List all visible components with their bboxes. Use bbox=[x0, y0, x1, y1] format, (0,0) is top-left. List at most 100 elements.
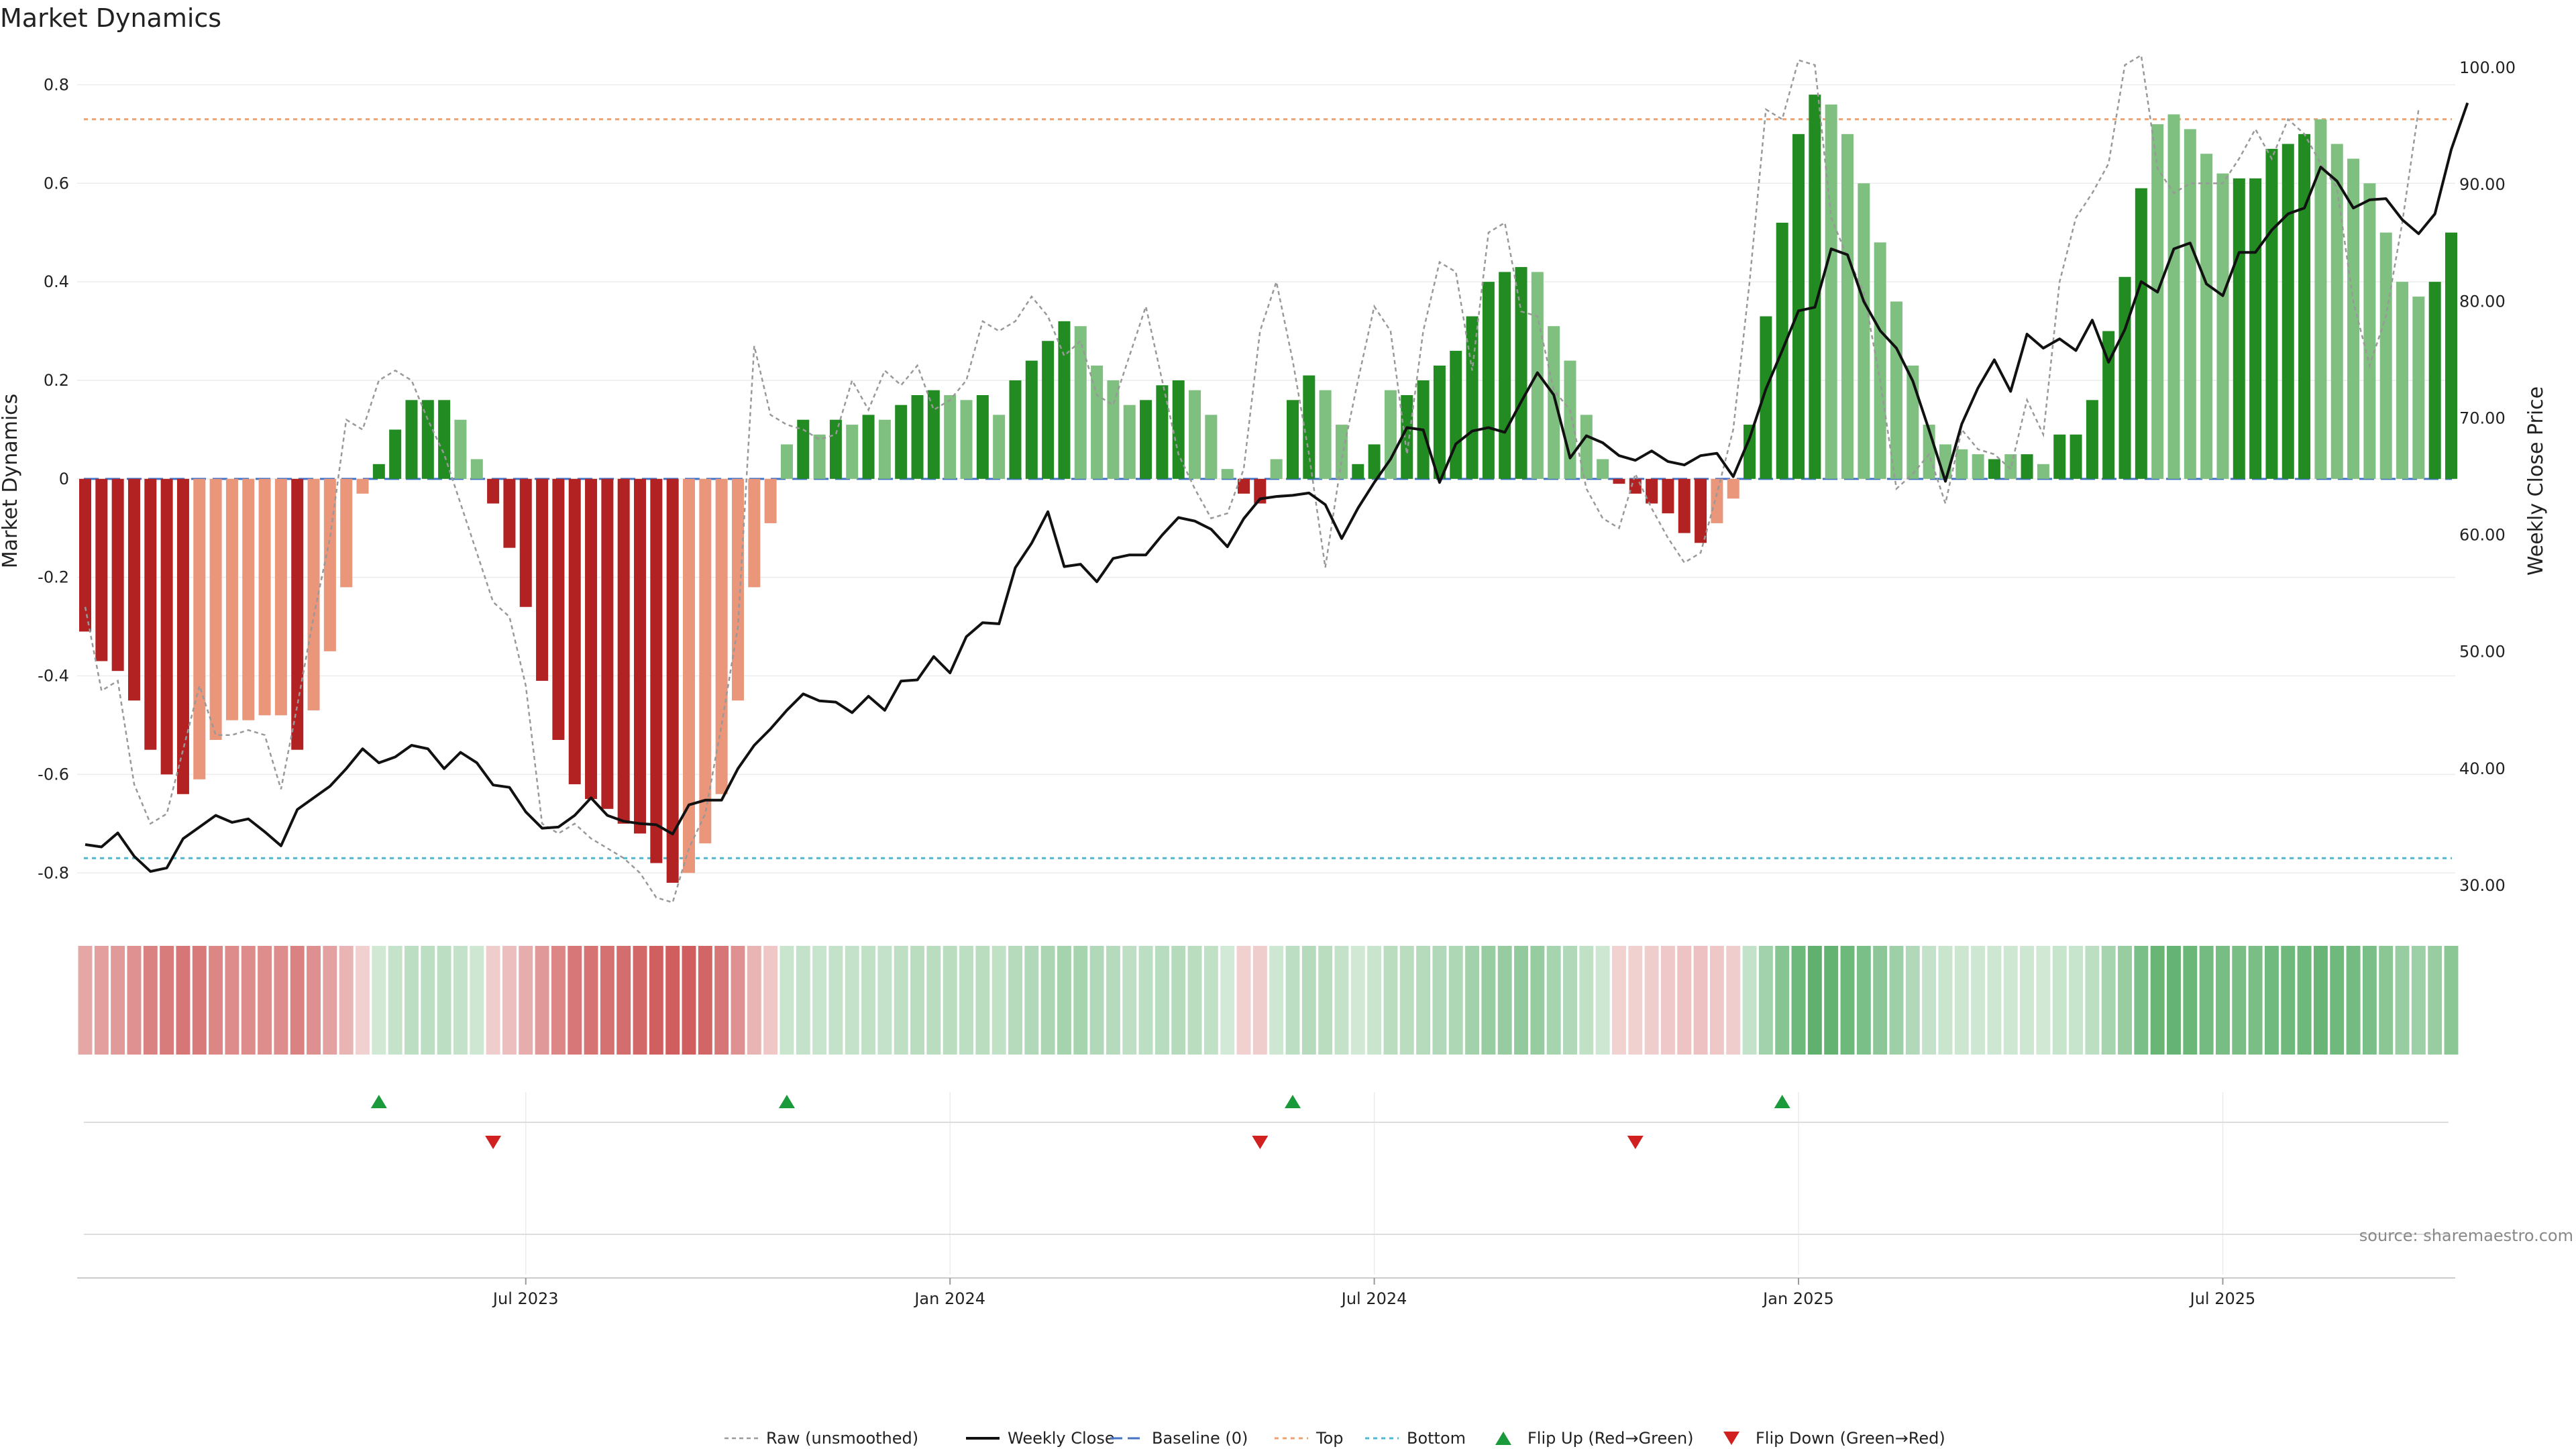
heat-cell bbox=[1791, 946, 1806, 1055]
momentum-bar bbox=[1695, 478, 1707, 543]
momentum-bar bbox=[438, 400, 451, 479]
legend: Raw (unsmoothed) Weekly Close Baseline (0)… bbox=[724, 1429, 1945, 1448]
heat-cell bbox=[486, 946, 500, 1055]
heat-cell bbox=[2248, 946, 2263, 1055]
y-tick-label: -0.4 bbox=[38, 667, 69, 686]
momentum-bar bbox=[470, 459, 483, 479]
momentum-bar bbox=[2347, 158, 2360, 479]
heat-cell bbox=[1807, 946, 1822, 1055]
heat-cell bbox=[1954, 946, 1969, 1055]
momentum-bar bbox=[1874, 242, 1886, 479]
momentum-bar bbox=[2200, 154, 2213, 479]
momentum-bar bbox=[1629, 478, 1642, 494]
momentum-bar bbox=[405, 400, 418, 479]
momentum-bar bbox=[1515, 267, 1527, 479]
heat-cell bbox=[714, 946, 729, 1055]
momentum-bar bbox=[1597, 459, 1609, 479]
momentum-bar bbox=[372, 464, 385, 479]
y2-tick-label: 60.00 bbox=[2459, 526, 2506, 545]
momentum-bar bbox=[1662, 478, 1674, 514]
heat-cell bbox=[225, 946, 239, 1055]
momentum-bar bbox=[1335, 425, 1348, 479]
momentum-bar bbox=[715, 478, 728, 794]
raw-unsmoothed-line bbox=[84, 54, 2420, 904]
heat-cell bbox=[780, 946, 794, 1055]
heat-cell bbox=[2264, 946, 2279, 1055]
heat-cell bbox=[1873, 946, 1888, 1055]
momentum-bar bbox=[1205, 415, 1218, 479]
heat-cell bbox=[1106, 946, 1120, 1055]
y-tick-label: -0.2 bbox=[38, 568, 69, 587]
heat-cell bbox=[1301, 946, 1316, 1055]
momentum-bar bbox=[1319, 390, 1332, 479]
y2-tick-label: 100.00 bbox=[2459, 58, 2516, 77]
momentum-bar bbox=[536, 478, 549, 681]
heat-cell bbox=[828, 946, 843, 1055]
heat-cell bbox=[1612, 946, 1626, 1055]
heat-cell bbox=[731, 946, 745, 1055]
momentum-bar bbox=[1172, 380, 1185, 479]
momentum-bar bbox=[764, 478, 777, 523]
momentum-bar bbox=[1025, 360, 1038, 479]
heat-cell bbox=[2069, 946, 2084, 1055]
momentum-bar bbox=[519, 478, 532, 607]
heat-cell bbox=[470, 946, 484, 1055]
y-tick-label: 0 bbox=[59, 470, 69, 488]
momentum-bar bbox=[1792, 133, 1805, 479]
heat-cell bbox=[535, 946, 549, 1055]
heat-cell bbox=[584, 946, 598, 1055]
heat-cell bbox=[943, 946, 957, 1055]
heat-cell bbox=[812, 946, 827, 1055]
momentum-bar bbox=[193, 478, 206, 780]
heat-cell bbox=[258, 946, 272, 1055]
heat-cell bbox=[1889, 946, 1904, 1055]
heat-cell bbox=[2101, 946, 2116, 1055]
momentum-bar bbox=[1058, 321, 1071, 479]
heat-cell bbox=[616, 946, 631, 1055]
momentum-bar bbox=[895, 405, 908, 479]
heat-cell bbox=[1432, 946, 1447, 1055]
heat-cell bbox=[2297, 946, 2312, 1055]
y2-tick-label: 30.00 bbox=[2459, 876, 2506, 895]
y2-tick-label: 70.00 bbox=[2459, 409, 2506, 427]
heat-cell bbox=[1742, 946, 1757, 1055]
momentum-bar bbox=[79, 478, 91, 632]
momentum-bar bbox=[2428, 282, 2441, 479]
heat-cell bbox=[1350, 946, 1365, 1055]
momentum-bar bbox=[780, 444, 793, 479]
momentum-bar bbox=[1743, 425, 1756, 479]
heat-cell bbox=[1155, 946, 1169, 1055]
momentum-bar bbox=[568, 478, 581, 785]
flip-down-marker bbox=[1627, 1136, 1644, 1149]
source-note: source: sharemaestro.com bbox=[2359, 1226, 2573, 1245]
heat-cell bbox=[1040, 946, 1055, 1055]
heat-cell bbox=[649, 946, 663, 1055]
heat-cell bbox=[1709, 946, 1724, 1055]
heat-cell bbox=[323, 946, 337, 1055]
momentum-bar bbox=[617, 478, 630, 824]
heat-cell bbox=[339, 946, 354, 1055]
momentum-bar bbox=[1238, 478, 1250, 494]
heat-cell bbox=[2362, 946, 2377, 1055]
heat-cell bbox=[1905, 946, 1920, 1055]
momentum-bar bbox=[225, 478, 238, 720]
x-tick-label: Jul 2025 bbox=[2189, 1289, 2256, 1308]
flip-down-marker bbox=[1252, 1136, 1269, 1149]
y-tick-label: 0.2 bbox=[44, 371, 69, 390]
momentum-bar bbox=[1221, 469, 1234, 479]
momentum-bar bbox=[862, 415, 875, 479]
flip-markers-panel bbox=[84, 1092, 2449, 1275]
legend-item: Flip Up (Red→Green) bbox=[1495, 1429, 1694, 1448]
momentum-bar bbox=[944, 395, 957, 479]
momentum-bar bbox=[1270, 459, 1283, 479]
heat-cell bbox=[959, 946, 973, 1055]
momentum-bar bbox=[2314, 119, 2327, 479]
raw-series bbox=[84, 54, 2420, 904]
legend-item: Weekly Close bbox=[966, 1429, 1115, 1448]
heat-cell bbox=[1840, 946, 1855, 1055]
flip-up-marker bbox=[1284, 1095, 1301, 1108]
momentum-bar bbox=[2412, 297, 2425, 479]
heat-cell bbox=[975, 946, 990, 1055]
heat-cell bbox=[1938, 946, 1953, 1055]
y-axis-title: Market Dynamics bbox=[0, 394, 22, 569]
